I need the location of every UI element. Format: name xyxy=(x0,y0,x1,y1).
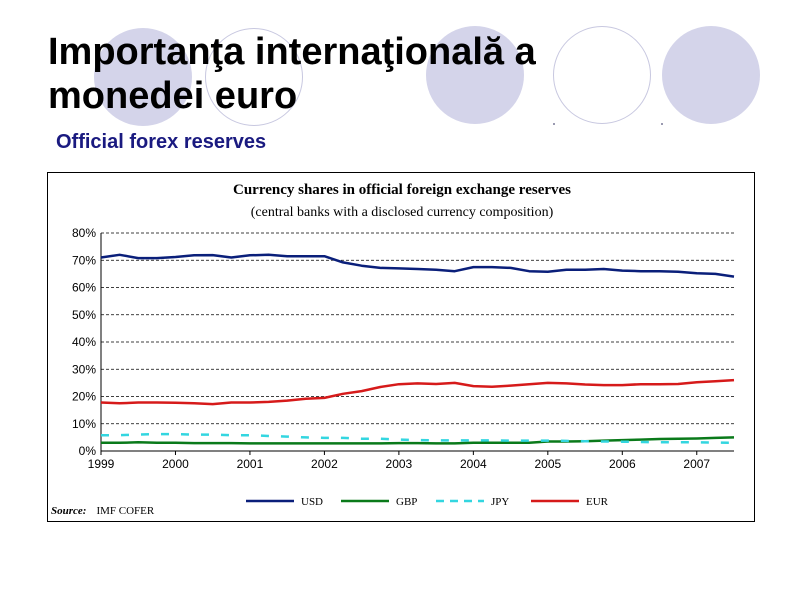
chart-gridlines xyxy=(101,232,734,425)
x-tick-label: 1999 xyxy=(88,457,115,471)
chart-subtitle: (central banks with a disclosed currency… xyxy=(251,205,554,220)
y-tick-label: 20% xyxy=(72,390,96,404)
currency-shares-chart: Currency shares in official foreign exch… xyxy=(72,182,735,508)
chart-axes: 0% 10% 20% 30% 40% 50% 60% 70% 80% 1999 2000 2001 20… xyxy=(72,226,734,471)
series-line-jpy xyxy=(101,432,735,445)
y-tick-label: 40% xyxy=(72,335,96,349)
chart-container: Currency shares in official foreign exch… xyxy=(47,172,755,522)
chart-series xyxy=(100,253,735,445)
y-tick-label: 70% xyxy=(72,253,96,267)
y-tick-label: 50% xyxy=(72,308,96,322)
x-tick-label: 2003 xyxy=(386,457,413,471)
source-label: Source: xyxy=(51,505,87,517)
slide-subtitle: Official forex reserves xyxy=(56,131,267,153)
x-tick-label: 2002 xyxy=(311,457,338,471)
legend-label-usd: USD xyxy=(301,496,323,508)
legend-label-gbp: GBP xyxy=(396,496,417,508)
decorative-circle xyxy=(426,26,524,124)
decorative-dot xyxy=(661,123,663,125)
decorative-circle xyxy=(553,26,651,124)
series-line-usd xyxy=(100,253,735,278)
y-tick-label: 30% xyxy=(72,362,96,376)
y-tick-label: 80% xyxy=(72,226,96,240)
slide-title: Importanţa internaţională a monedei euro xyxy=(48,31,536,117)
x-tick-label: 2005 xyxy=(534,457,561,471)
decorative-circle xyxy=(205,28,303,126)
decorative-dot xyxy=(553,123,555,125)
x-tick-label: 2006 xyxy=(609,457,636,471)
chart-title: Currency shares in official foreign exch… xyxy=(233,182,571,198)
series-line-eur xyxy=(100,378,735,406)
decorative-circle xyxy=(94,28,192,126)
legend-label-jpy: JPY xyxy=(491,496,509,508)
source-text: IMF COFER xyxy=(96,505,155,517)
decorative-circle xyxy=(662,26,760,124)
legend-label-eur: EUR xyxy=(586,496,609,508)
series-line-gbp xyxy=(101,436,735,445)
x-tick-label: 2000 xyxy=(162,457,189,471)
x-tick-label: 2004 xyxy=(460,457,487,471)
x-tick-label: 2007 xyxy=(683,457,710,471)
chart-source: Source: IMF COFER xyxy=(51,505,154,517)
y-tick-label: 0% xyxy=(79,444,97,458)
x-tick-label: 2001 xyxy=(237,457,264,471)
y-tick-label: 60% xyxy=(72,281,96,295)
y-tick-label: 10% xyxy=(72,417,96,431)
chart-legend: USD GBP JPY EUR xyxy=(246,496,609,508)
